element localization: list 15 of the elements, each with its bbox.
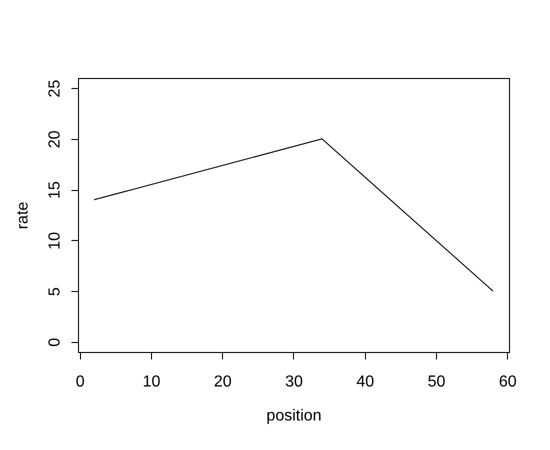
x-axis-title: position <box>266 408 322 424</box>
y-tick-label: 5 <box>46 287 64 296</box>
y-axis-title: rate <box>14 202 32 230</box>
x-tick-label: 20 <box>214 374 232 390</box>
y-tick-label: 0 <box>46 338 64 347</box>
x-tick-label: 40 <box>356 374 374 390</box>
x-tick-label: 30 <box>285 374 303 390</box>
x-tick-label: 50 <box>428 374 446 390</box>
x-tick-label: 60 <box>498 374 517 390</box>
y-tick-label: 20 <box>46 130 64 148</box>
y-tick-label: 10 <box>46 232 64 250</box>
y-tick-label: 15 <box>46 181 64 200</box>
x-tick-label: 0 <box>76 374 85 390</box>
x-tick-label: 10 <box>142 374 160 390</box>
y-tick-label: 25 <box>46 80 64 98</box>
